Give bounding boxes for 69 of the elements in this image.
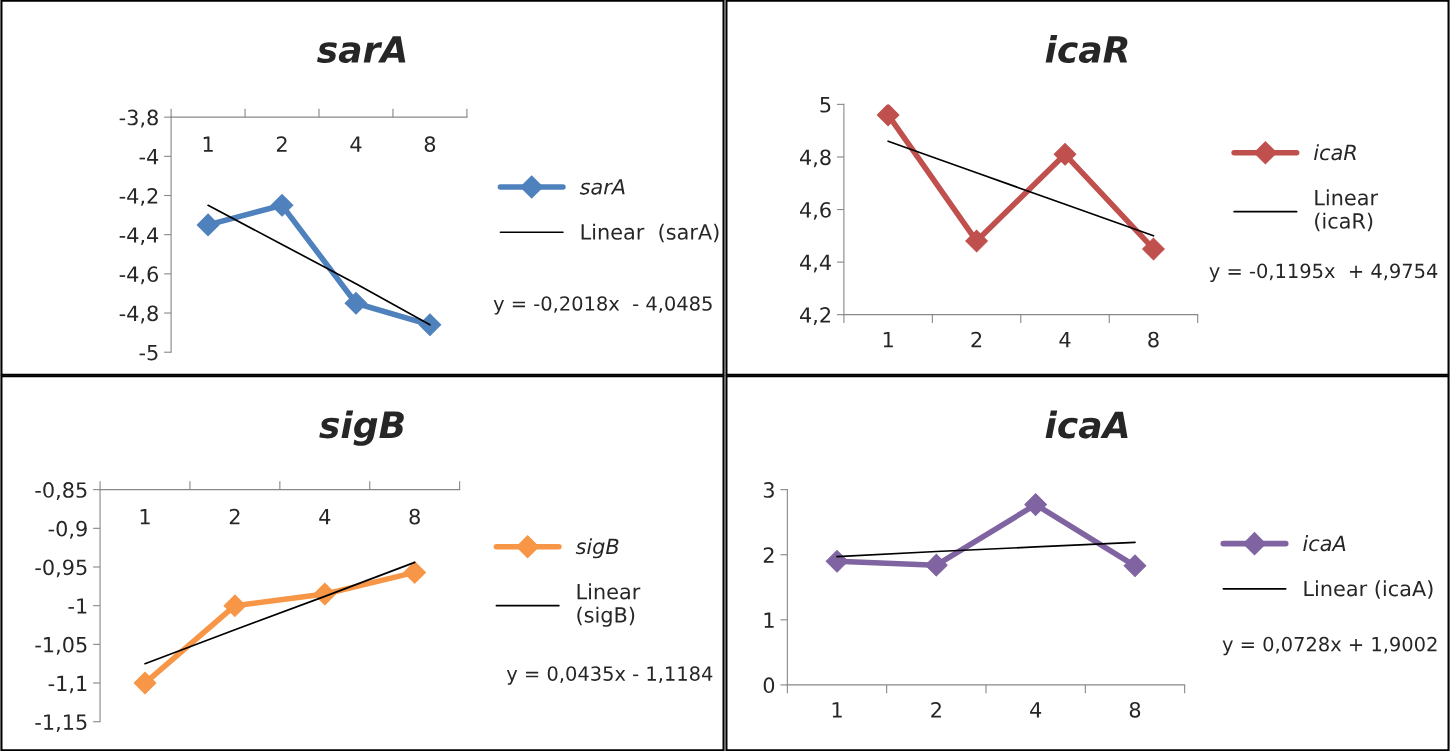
y-tick-label: -4,4 — [119, 227, 159, 246]
x-tick-label: 1 — [203, 136, 213, 152]
legend-label: sigB — [575, 538, 619, 559]
x-tick-label: 2 — [276, 136, 287, 152]
y-tick-label: 4,2 — [799, 307, 831, 326]
point — [133, 671, 157, 695]
chart-title: icaA — [1045, 410, 1128, 439]
point — [825, 549, 849, 573]
point — [965, 229, 988, 253]
y-tick-label: -0,9 — [48, 520, 87, 539]
y-tick-label: -5 — [139, 344, 158, 361]
y-tick-label: -1,15 — [35, 714, 87, 733]
legend-label: icaA — [1303, 535, 1346, 552]
x-tick-label: 4 — [350, 136, 362, 152]
point — [925, 553, 948, 577]
y-tick-label: -1 — [68, 598, 87, 614]
point — [1142, 237, 1165, 261]
y-tick-label: 0 — [763, 677, 775, 694]
y-tick-label: -4,8 — [119, 305, 158, 324]
chart-title: sarA — [317, 36, 406, 64]
y-tick-label: 4,8 — [799, 149, 831, 168]
point — [418, 313, 442, 337]
legend-label: Linear (sarA) — [581, 223, 719, 243]
chart-title: sigB — [319, 410, 404, 446]
legend-label: Linear (sigB) — [577, 583, 641, 627]
point — [403, 561, 427, 584]
legend-label: Linear (icaR) — [1315, 189, 1379, 232]
text: y = 0,0728x + 1,9002 — [1222, 636, 1437, 656]
legend-label: icaR — [1314, 144, 1356, 161]
point — [1024, 493, 1047, 516]
y-tick-label: -4,6 — [119, 266, 158, 285]
y-tick-label: -3,8 — [119, 109, 158, 128]
x-tick-label: 8 — [424, 136, 436, 153]
y-tick-label: 2 — [763, 547, 774, 563]
point — [196, 213, 220, 237]
text: y = -0,2018x - 4,0485 — [493, 296, 712, 315]
x-tick-label: 8 — [1148, 331, 1159, 348]
y-tick-label: -1,05 — [35, 636, 87, 655]
point — [270, 193, 294, 217]
x-tick-label: 2 — [229, 508, 240, 525]
legend-label: Linear (icaA) — [1304, 580, 1433, 599]
chart-title: icaR — [1045, 35, 1128, 64]
y-tick-label: -4,2 — [119, 187, 158, 206]
text: y = 0,0435x - 1,1184 — [506, 666, 713, 685]
point — [223, 594, 247, 617]
y-tick-label: -0,95 — [35, 559, 87, 578]
x-tick-label: 1 — [883, 331, 893, 348]
y-tick-label: 3 — [763, 482, 774, 498]
point — [1053, 143, 1077, 166]
x-tick-label: 8 — [409, 508, 420, 525]
y-tick-label: -4 — [139, 149, 159, 165]
x-tick-label: 1 — [832, 702, 842, 718]
x-tick-label: 4 — [1059, 331, 1071, 348]
text: y = -0,1195x + 4,9754 — [1209, 263, 1438, 283]
point — [1123, 554, 1147, 578]
x-tick-label: 8 — [1129, 701, 1141, 718]
x-tick-label: 4 — [319, 509, 331, 525]
y-tick-label: -1,1 — [48, 675, 87, 694]
y-tick-label: -0,85 — [35, 482, 87, 500]
y-tick-label: 4,4 — [799, 254, 831, 273]
point — [344, 291, 368, 315]
x-tick-label: 2 — [931, 701, 941, 718]
y-tick-label: 4,6 — [799, 201, 831, 220]
x-tick-label: 4 — [1030, 702, 1042, 718]
y-tick-label: 5 — [820, 97, 831, 113]
legend-label: sarA — [579, 179, 625, 195]
point — [876, 104, 900, 127]
y-tick-label: 1 — [764, 612, 774, 628]
x-tick-label: 2 — [971, 331, 982, 348]
